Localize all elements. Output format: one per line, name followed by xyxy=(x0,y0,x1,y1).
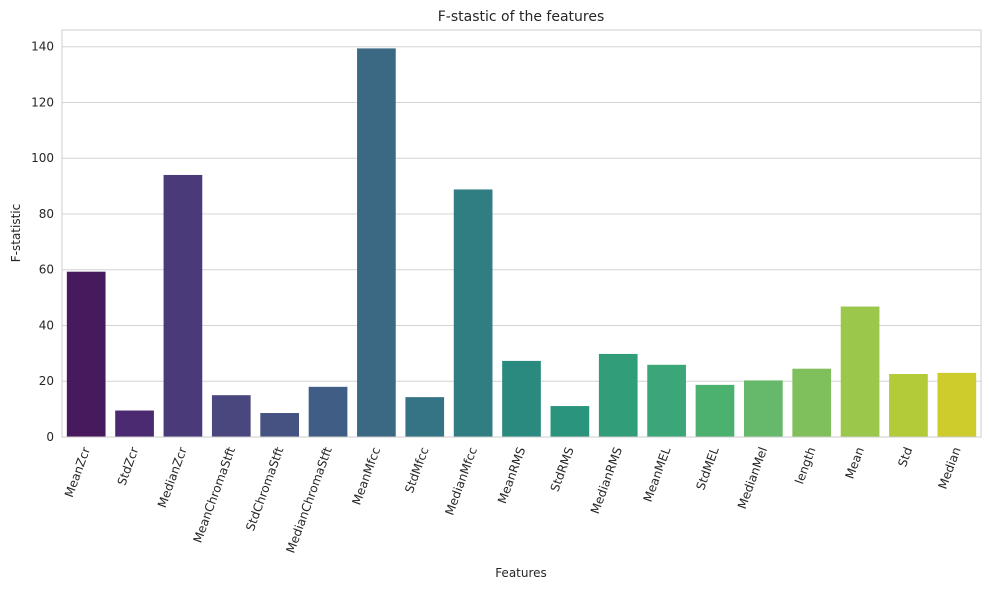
bars xyxy=(66,48,977,438)
bar-stdchromastft xyxy=(260,413,300,437)
y-tick-label: 40 xyxy=(39,318,54,332)
bar-stdrms xyxy=(550,406,590,437)
y-tick-labels: 0 20 40 60 80 100 120 140 xyxy=(31,40,54,444)
x-tick-label: Std xyxy=(895,445,915,469)
y-tick-label: 140 xyxy=(31,40,54,54)
bar-meanchromastft xyxy=(211,395,251,437)
gridlines xyxy=(62,46,981,382)
bar-median xyxy=(937,372,977,437)
y-axis-title: F-statistic xyxy=(9,204,23,262)
bar-stdmel xyxy=(695,384,735,437)
bar-medianrms xyxy=(598,353,638,437)
bar-std xyxy=(889,373,928,437)
bar-medianmel xyxy=(743,380,783,437)
y-tick-label: 120 xyxy=(31,95,54,109)
bar-medianzcr xyxy=(163,174,203,437)
y-tick-label: 80 xyxy=(39,207,54,221)
bar-medianmfcc xyxy=(453,189,493,437)
x-axis-title: Features xyxy=(495,566,547,580)
y-tick-label: 0 xyxy=(46,430,54,444)
y-tick-label: 60 xyxy=(39,263,54,277)
bar-meanrms xyxy=(502,360,541,437)
bar-stdmfcc xyxy=(405,397,445,437)
bar-meanmfcc xyxy=(357,48,396,438)
bar-stdzcr xyxy=(115,410,154,437)
bar-medianchromastft xyxy=(308,386,348,437)
bar-length xyxy=(792,368,832,437)
bar-meanmel xyxy=(647,364,686,437)
bar-meanzcr xyxy=(66,271,106,437)
y-tick-label: 100 xyxy=(31,151,54,165)
bar-mean xyxy=(840,306,880,437)
chart-title: F-stastic of the features xyxy=(438,9,605,25)
y-tick-label: 20 xyxy=(39,374,54,388)
plot-frame xyxy=(61,29,982,438)
